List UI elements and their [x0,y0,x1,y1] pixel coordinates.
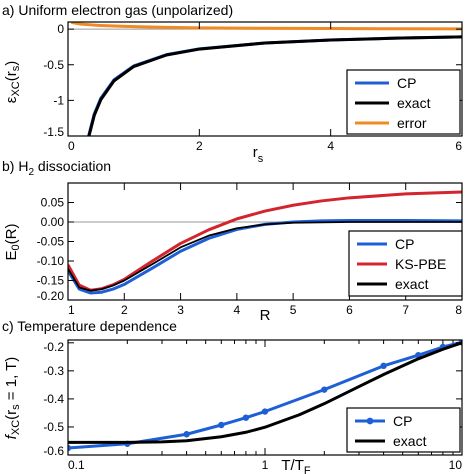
data-point [321,386,328,393]
svg-text:b) H2 dissociation: b) H2 dissociation [2,158,111,178]
data-point [183,431,190,438]
panel-c-ylabel: fXC(rs = 1, T) [3,357,22,440]
panel-b-plot: 1 2 3 4 5 6 7 8 0.05 0.00 -0.05 -0.10 -0.15-0.20 CP KS… [37,182,463,317]
y-tick-label: -0.6 [43,444,64,458]
y-tick-label: -0.5 [43,58,64,72]
legend: CP exact error [346,69,461,135]
data-point [261,408,269,415]
panel-c-plot: 0.1 1 10 -0.2 -0.3 -0.4 -0.5 -0.6 CP exact [43,339,463,472]
legend-label-cp: CP [397,75,416,91]
y-tick-label: -0.2 [43,340,64,354]
legend-label-cp: CP [393,413,412,429]
series-line-cp [68,218,462,295]
plot-frame [67,21,463,137]
y-tick-label: 0 [57,22,64,36]
series-line-exact [68,341,462,444]
panel-b-title: b) H2 dissociation [2,158,111,178]
x-tick-label: 1 [68,303,75,317]
y-tick-label: -1.5 [43,125,64,139]
x-tick-label: 0.1 [68,458,85,472]
y-tick-label: 0.05 [41,196,65,210]
panel-c-xlabel: T/TF [281,457,311,474]
y-tick-label: -0.20 [37,289,65,303]
y-tick-label: -1 [53,93,64,107]
panel-b-ylabel: E0(R) [3,224,22,261]
panel-b-xlabel: R [260,307,271,324]
series-group [71,22,462,136]
x-tick-label: 10 [449,458,463,472]
legend-label-cp: CP [395,236,414,252]
series-group [68,190,462,295]
svg-text:T/TF: T/TF [281,457,311,474]
panel-c-title: c) Temperature dependence [2,318,177,334]
series-line-exact [87,35,462,136]
svg-text:εXC(rs): εXC(rs) [3,61,22,103]
y-tick-label: -0.15 [37,274,65,288]
legend-marker [366,417,374,425]
x-tick-label: 4 [327,139,334,153]
x-tick-label: 5 [290,303,297,317]
legend-label-exact: exact [393,433,427,449]
x-tick-label: 1 [262,458,269,472]
y-tick-label: -0.10 [37,254,65,268]
legend: CP KS-PBE exact [348,230,463,297]
svg-text:fXC(rs = 1, T): fXC(rs = 1, T) [3,357,22,440]
y-tick-label: -0.3 [43,364,64,378]
legend-label-exact: exact [395,276,429,292]
x-tick-label: 2 [121,303,128,317]
x-tick-label: 0 [68,139,75,153]
x-tick-label: 8 [455,303,462,317]
legend-box [346,407,461,453]
panel-a-plot: 0 2 4 6 0 -0.5 -1 -1.5 CP exact error [43,21,463,153]
x-tick-label: 6 [455,139,462,153]
y-tick-label: -0.5 [43,420,64,434]
panel-a-ylabel: εXC(rs) [3,61,22,103]
data-point [380,362,387,370]
y-tick-label: -0.4 [43,392,64,406]
panel-a-title: a) Uniform electron gas (unpolarized) [2,2,233,18]
x-tick-label: 7 [402,303,409,317]
legend-label-error: error [397,115,427,131]
y-tick-label: 0.00 [41,215,65,229]
y-tick-label: -0.05 [37,235,65,249]
series-line-exact [68,221,462,292]
data-point [218,421,225,429]
data-point [68,444,72,452]
panel-a-xlabel: rs [253,144,264,165]
x-tick-label: 6 [346,303,353,317]
svg-text:rs: rs [253,144,264,165]
x-tick-label: 3 [177,303,184,317]
legend-label-ks-pbe: KS-PBE [395,256,446,272]
svg-text:E0(R): E0(R) [3,224,22,261]
data-point [242,414,250,421]
legend: CP exact [346,407,461,453]
series-line-error [71,22,462,31]
x-tick-label: 4 [234,303,241,317]
legend-label-exact: exact [397,95,431,111]
x-tick-label: 2 [196,139,203,153]
